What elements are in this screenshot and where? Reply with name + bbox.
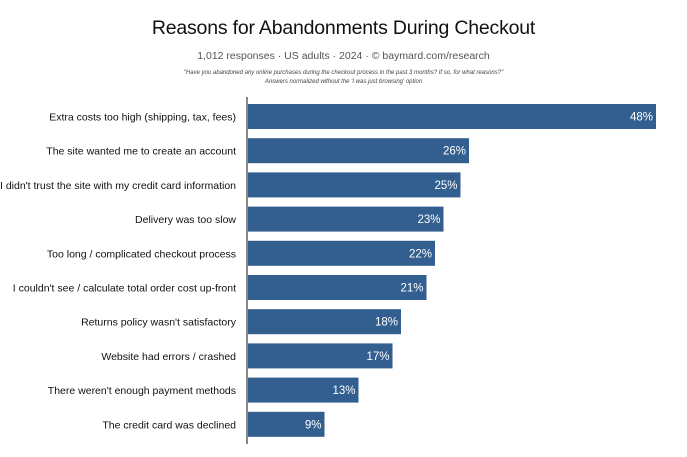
bar-row: I couldn't see / calculate total order c…	[13, 275, 427, 300]
bar-row: Extra costs too high (shipping, tax, fee…	[49, 104, 656, 129]
category-label: Extra costs too high (shipping, tax, fee…	[49, 112, 236, 124]
survey-question-note: "Have you abandoned any online purchases…	[183, 70, 504, 76]
bar-row: Too long / complicated checkout process 2…	[47, 240, 435, 266]
value-label: 17%	[366, 351, 389, 363]
bar-row: I didn't trust the site with my credit c…	[0, 172, 461, 198]
value-label: 25%	[434, 180, 457, 192]
bar-row: The site wanted me to create an account 2…	[46, 138, 469, 164]
bar	[248, 240, 435, 266]
category-label: Returns policy wasn't satisfactory	[81, 317, 237, 329]
value-label: 18%	[375, 317, 398, 329]
category-label: The site wanted me to create an account	[46, 146, 236, 158]
bar	[248, 411, 325, 437]
chart-subtitle: 1,012 responses · US adults · 2024 · © b…	[197, 50, 490, 62]
category-label: Website had errors / crashed	[101, 351, 236, 363]
bar	[248, 172, 461, 198]
value-label: 26%	[443, 146, 466, 158]
bar	[248, 309, 401, 335]
bar	[248, 104, 656, 129]
bar	[248, 206, 444, 232]
category-label: I didn't trust the site with my credit c…	[0, 180, 236, 192]
normalization-note: Answers normalized without the 'I was ju…	[264, 79, 423, 85]
bar-row: Website had errors / crashed 17%	[101, 343, 393, 369]
bar-row: Returns policy wasn't satisfactory 18%	[81, 309, 401, 335]
value-label: 21%	[400, 283, 423, 295]
category-label: Too long / complicated checkout process	[47, 248, 236, 260]
bar-row: There weren't enough payment methods 13%	[48, 377, 359, 403]
bar	[248, 138, 469, 164]
category-label: There weren't enough payment methods	[48, 385, 236, 397]
value-label: 9%	[305, 419, 322, 431]
value-label: 13%	[332, 385, 355, 397]
category-label: The credit card was declined	[102, 419, 236, 431]
bar-row: Delivery was too slow 23%	[135, 206, 444, 232]
bar	[248, 343, 393, 369]
bar	[248, 275, 427, 300]
category-label: Delivery was too slow	[135, 214, 236, 226]
category-label: I couldn't see / calculate total order c…	[13, 283, 236, 295]
bar-row: The credit card was declined 9%	[102, 411, 325, 437]
bar	[248, 377, 359, 403]
value-label: 22%	[409, 248, 432, 260]
value-label: 23%	[417, 214, 440, 226]
value-label: 48%	[630, 112, 653, 124]
chart-title: Reasons for Abandonments During Checkout	[151, 17, 536, 39]
